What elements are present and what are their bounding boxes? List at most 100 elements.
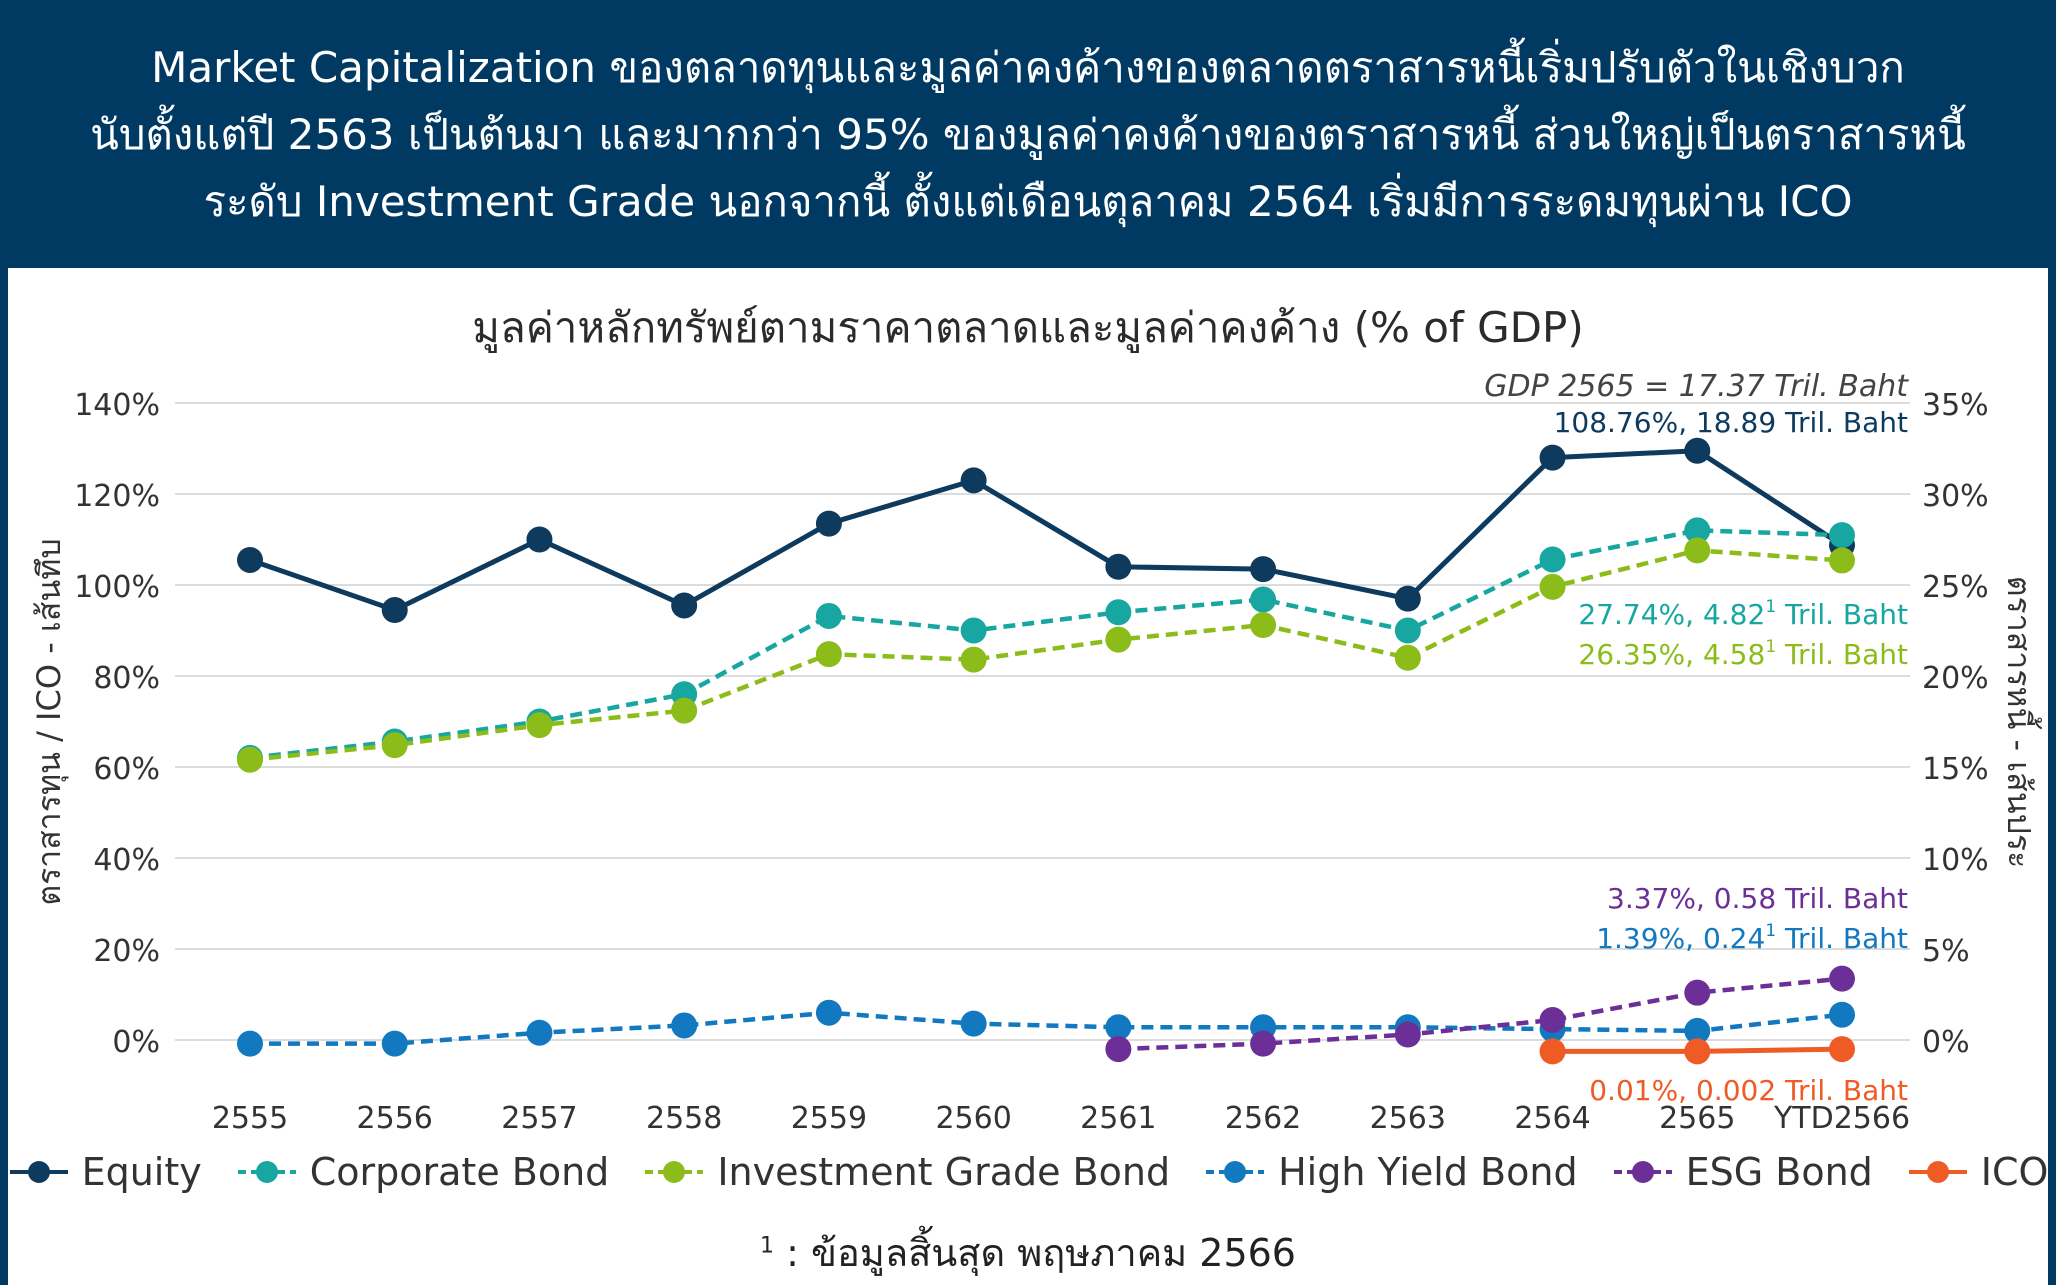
- data-point-investment-grade-bond: [1105, 626, 1132, 653]
- data-point-high-yield-bond: [381, 1030, 408, 1057]
- series-line-investment-grade-bond: [249, 548, 1843, 762]
- legend-label: High Yield Bond: [1278, 1150, 1578, 1194]
- y-tick-left: 40%: [93, 843, 160, 878]
- data-point-equity: [1394, 585, 1421, 612]
- data-point-equity: [1105, 553, 1132, 580]
- legend-item-equity: Equity: [8, 1150, 202, 1194]
- data-point-investment-grade-bond: [1829, 547, 1855, 574]
- y-tick-right: 15%: [1922, 752, 1989, 787]
- data-point-high-yield-bond: [671, 1012, 698, 1039]
- data-point-high-yield-bond: [237, 1030, 263, 1057]
- y-tick-right: 0%: [1922, 1025, 1970, 1060]
- data-point-high-yield-bond: [1105, 1014, 1132, 1041]
- data-point-esg-bond: [1250, 1030, 1277, 1057]
- data-point-investment-grade-bond: [960, 646, 987, 673]
- chart-panel: [0, 268, 2056, 1285]
- data-point-high-yield-bond: [815, 999, 842, 1026]
- annotation-label: 27.74%, 4.821 Tril. Baht: [1578, 597, 1908, 631]
- legend-item-investment-grade-bond: Investment Grade Bond: [643, 1150, 1170, 1194]
- legend-label: Equity: [81, 1150, 202, 1194]
- data-point-corporate-bond: [1250, 586, 1277, 613]
- data-point-investment-grade-bond: [1250, 612, 1277, 639]
- panel-border-left: [0, 268, 8, 1285]
- data-point-esg-bond: [1105, 1036, 1132, 1063]
- header-line-1: Market Capitalization ของตลาดทุนและมูลค่…: [151, 42, 1905, 92]
- x-tick-label: 2555: [212, 1101, 288, 1136]
- legend-swatch: [1613, 1161, 1672, 1183]
- data-point-equity: [1684, 437, 1711, 464]
- data-point-esg-bond: [1539, 1006, 1566, 1033]
- data-point-equity: [526, 526, 553, 553]
- legend-item-high-yield-bond: High Yield Bond: [1204, 1150, 1578, 1194]
- footnote: 1 : ข้อมูลสิ้นสุด พฤษภาคม 2566: [0, 1222, 2056, 1283]
- x-tick-label: 2559: [791, 1101, 867, 1136]
- data-point-investment-grade-bond: [526, 712, 553, 739]
- annotation-label: 1.39%, 0.241 Tril. Baht: [1596, 921, 1908, 955]
- data-point-high-yield-bond: [1684, 1017, 1711, 1044]
- legend-item-corporate-bond: Corporate Bond: [236, 1150, 609, 1194]
- data-point-equity: [671, 592, 698, 619]
- data-point-equity: [381, 597, 408, 624]
- y-tick-left: 0%: [112, 1025, 160, 1060]
- annotation-label: GDP 2565 = 17.37 Tril. Baht: [1484, 369, 1909, 404]
- data-point-high-yield-bond: [526, 1019, 553, 1046]
- legend-swatch: [1206, 1161, 1265, 1183]
- series-line-corporate-bond: [249, 528, 1843, 761]
- legend-item-esg-bond: ESG Bond: [1612, 1150, 1873, 1194]
- y-tick-right: 30%: [1922, 479, 1989, 514]
- chart-title: มูลค่าหลักทรัพย์ตามราคาตลาดและมูลค่าคงค้…: [472, 303, 1584, 352]
- footnote-marker: 1: [760, 1233, 775, 1259]
- y-axis-title-right: ตราสารหนี้ - เส้นประ: [2000, 576, 2042, 869]
- y-tick-left: 140%: [74, 388, 160, 423]
- y-tick-right: 10%: [1922, 843, 1989, 878]
- y-tick-right: 20%: [1922, 661, 1989, 696]
- data-point-esg-bond: [1684, 979, 1711, 1006]
- data-point-esg-bond: [1394, 1021, 1421, 1048]
- header-line-2: นับตั้งแต่ปี 2563 เป็นต้นมา และมากกว่า 9…: [90, 109, 1966, 159]
- series-line-equity: [249, 448, 1844, 613]
- x-tick-label: 2561: [1080, 1101, 1156, 1136]
- series-line-esg-bond: [1118, 976, 1843, 1052]
- legend-label: ICO: [1980, 1150, 2049, 1194]
- data-point-ico: [1829, 1036, 1855, 1063]
- annotation-label: 3.37%, 0.58 Tril. Baht: [1607, 882, 1908, 915]
- x-tick-label: 2564: [1514, 1101, 1590, 1136]
- legend-item-ico: ICO: [1907, 1150, 2049, 1194]
- data-point-investment-grade-bond: [1394, 644, 1421, 671]
- x-tick-label: 2556: [357, 1101, 433, 1136]
- data-point-investment-grade-bond: [815, 641, 842, 668]
- data-point-equity: [960, 467, 987, 494]
- y-tick-left: 60%: [93, 752, 160, 787]
- annotation-label: 26.35%, 4.581 Tril. Baht: [1578, 637, 1908, 671]
- legend-label: Investment Grade Bond: [717, 1150, 1171, 1194]
- data-point-equity: [237, 546, 263, 573]
- x-tick-label: YTD2566: [1773, 1101, 1910, 1136]
- panel-border-right: [2048, 268, 2056, 1285]
- data-point-ico: [1684, 1038, 1711, 1065]
- data-point-investment-grade-bond: [1539, 573, 1566, 600]
- data-point-equity: [1250, 556, 1277, 583]
- annotation-label: 108.76%, 18.89 Tril. Baht: [1554, 406, 1908, 439]
- data-point-ico: [1539, 1038, 1566, 1065]
- annotation-label: 0.01%, 0.002 Tril. Baht: [1589, 1074, 1908, 1107]
- y-tick-right: 5%: [1922, 934, 1970, 969]
- y-tick-left: 100%: [74, 570, 160, 605]
- data-point-investment-grade-bond: [671, 697, 698, 724]
- x-tick-label: 2560: [935, 1101, 1011, 1136]
- data-point-corporate-bond: [1829, 522, 1855, 549]
- footnote-text: : ข้อมูลสิ้นสุด พฤษภาคม 2566: [774, 1231, 1296, 1275]
- data-point-investment-grade-bond: [381, 732, 408, 759]
- y-tick-left: 20%: [93, 934, 160, 969]
- data-point-investment-grade-bond: [237, 746, 263, 773]
- data-point-corporate-bond: [1394, 617, 1421, 644]
- x-tick-label: 2565: [1659, 1101, 1735, 1136]
- series-line-high-yield-bond: [250, 1010, 1843, 1046]
- x-tick-label: 2558: [646, 1101, 722, 1136]
- y-tick-left: 120%: [74, 479, 160, 514]
- header-line-3: ระดับ Investment Grade นอกจากนี้ ตั้งแต่…: [203, 176, 1853, 226]
- legend-label: ESG Bond: [1685, 1150, 1873, 1194]
- data-point-corporate-bond: [1684, 517, 1711, 544]
- data-point-equity: [1539, 444, 1566, 471]
- data-point-corporate-bond: [1539, 546, 1566, 573]
